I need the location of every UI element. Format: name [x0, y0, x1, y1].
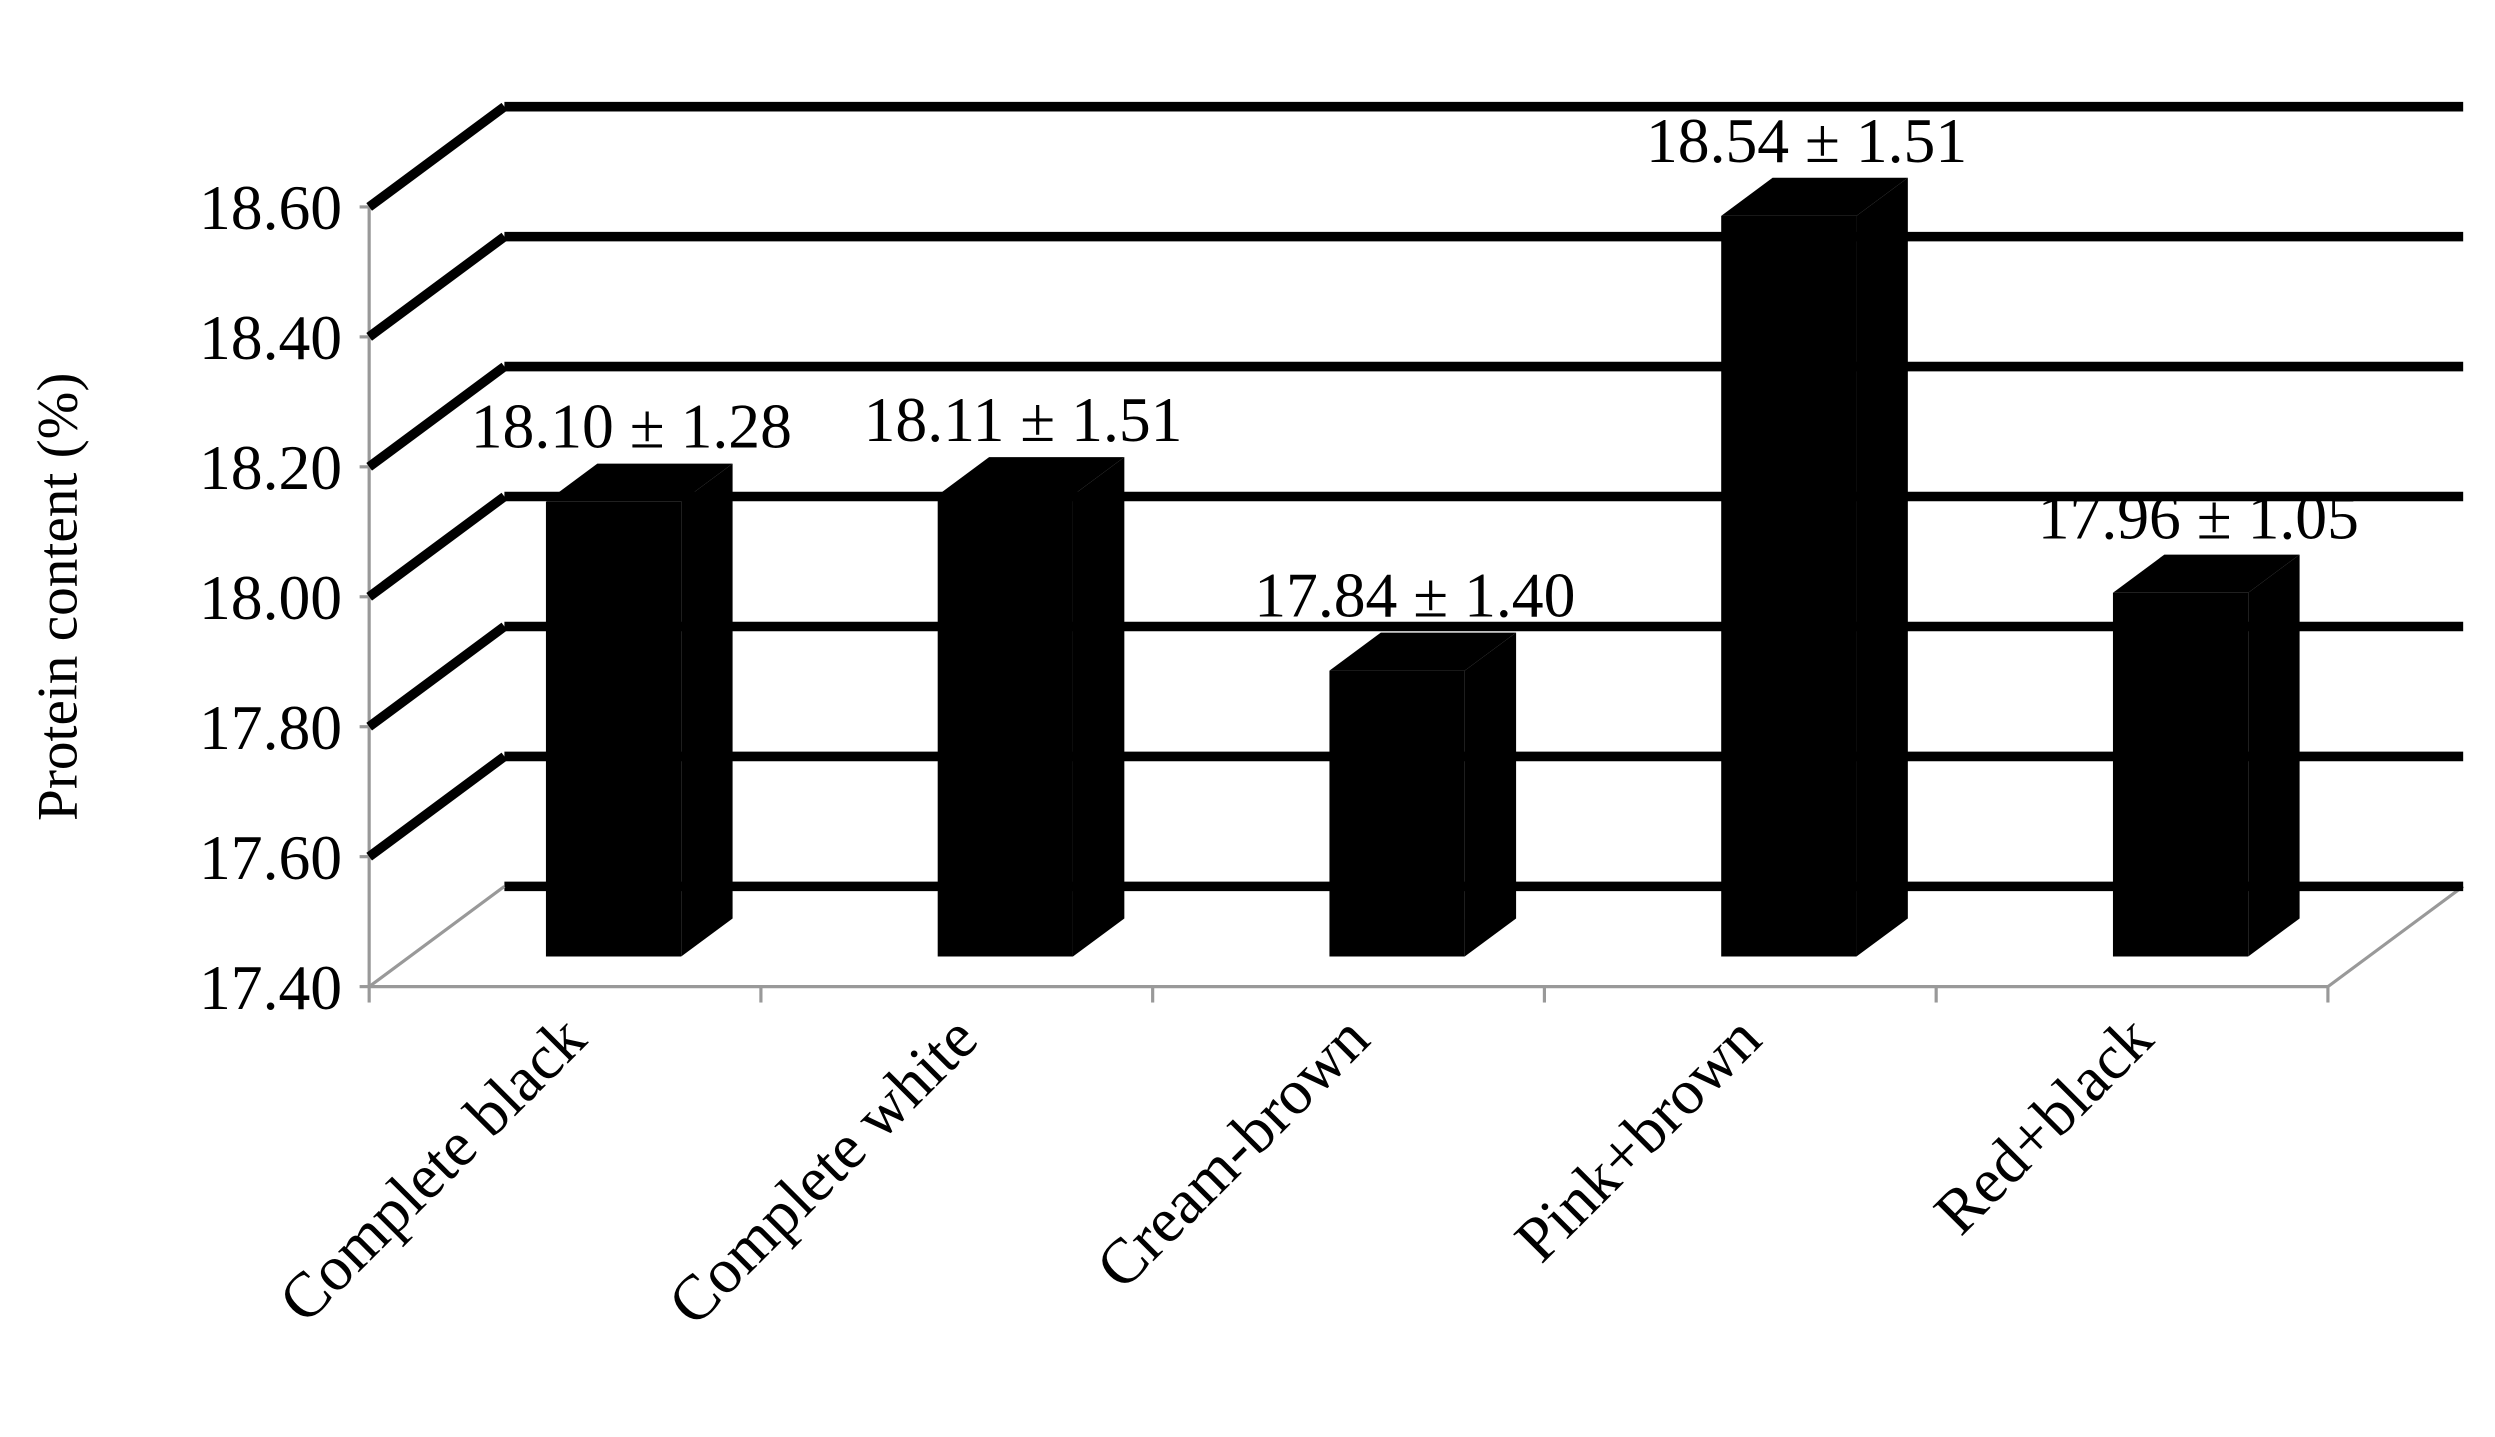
side-grid-line: [366, 102, 508, 211]
data-label: 17.84 ± 1.40: [1254, 560, 1575, 631]
floor-right: [2326, 885, 2465, 988]
y-tick-label: 18.20: [199, 432, 342, 503]
data-label: 17.96 ± 1.05: [2038, 482, 2359, 553]
data-label: 18.54 ± 1.51: [1646, 105, 1967, 176]
y-tick-label: 18.00: [199, 562, 342, 633]
y-tick-label: 17.80: [199, 692, 342, 763]
y-tick-label: 17.40: [199, 952, 342, 1023]
y-tick-label: 17.60: [199, 822, 342, 893]
bar-side: [681, 463, 733, 957]
side-grid-line: [368, 885, 506, 988]
bar-side: [2248, 554, 2300, 957]
bar-front: [545, 501, 682, 957]
side-grid-line: [366, 752, 508, 861]
bar-front: [1721, 215, 1857, 957]
data-label: 18.11 ± 1.51: [864, 384, 1183, 455]
bar-top: [1721, 177, 1908, 216]
bar-top: [545, 463, 733, 502]
y-tick-label: 18.40: [199, 302, 342, 373]
bar-side: [1072, 457, 1125, 957]
x-tick-label: Complete black: [265, 1002, 599, 1336]
side-grid-line: [366, 232, 508, 341]
side-grid-line: [366, 492, 508, 601]
data-label: 18.10 ± 1.28: [471, 391, 792, 462]
bar-top: [937, 457, 1125, 496]
bar-front: [937, 495, 1073, 957]
bar-side: [1464, 632, 1517, 957]
y-axis-title: Protein content (%): [26, 373, 89, 821]
y-tick-label: 18.60: [199, 172, 342, 243]
x-tick-label: Red+black: [1920, 1002, 2166, 1248]
bar-top: [1329, 632, 1517, 671]
x-tick-label: Cream-brown: [1082, 1002, 1382, 1302]
side-grid-line: [366, 362, 508, 471]
bar-side: [1856, 177, 1908, 957]
x-tick-label: Complete white: [654, 1002, 990, 1338]
x-tick-label: Pink+brown: [1501, 1002, 1774, 1275]
bar-front: [1329, 670, 1465, 957]
bar-top: [2112, 554, 2300, 593]
bar-front: [2112, 592, 2249, 957]
side-grid-line: [366, 622, 508, 731]
